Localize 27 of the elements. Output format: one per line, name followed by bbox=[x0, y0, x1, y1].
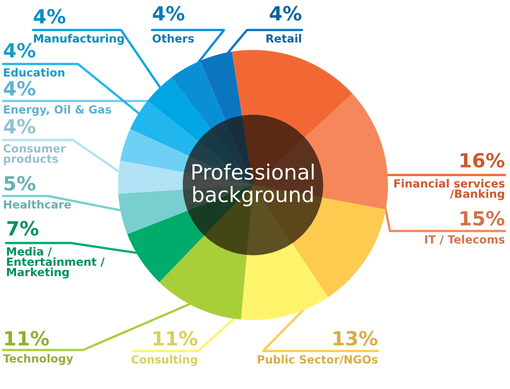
slice-label: Financial services /Banking bbox=[394, 179, 504, 200]
data-label: 5% bbox=[4, 176, 36, 191]
slice-label: Media / Entertainment / Marketing bbox=[7, 247, 105, 279]
slice-label: Technology bbox=[3, 354, 74, 365]
slice-label: Education bbox=[4, 68, 64, 77]
slice-label: Manufacturing bbox=[34, 34, 124, 45]
data-label: 13% bbox=[334, 330, 378, 346]
data-label: 4% bbox=[152, 6, 184, 21]
data-label: 4% bbox=[4, 42, 36, 58]
data-label: 16% bbox=[460, 152, 504, 168]
text: Professional background bbox=[192, 164, 314, 206]
slice-label: Consumer products bbox=[4, 144, 66, 166]
data-label: 4% bbox=[4, 118, 36, 134]
data-label: 7% bbox=[7, 220, 38, 236]
slice-label: Others bbox=[152, 34, 194, 43]
data-label: 11% bbox=[154, 330, 198, 346]
slice-label: Retail bbox=[266, 34, 302, 43]
data-label: 4% bbox=[4, 80, 36, 96]
slice-label: Consulting bbox=[132, 355, 198, 366]
data-label: 4% bbox=[34, 8, 66, 24]
slice-label: IT / Telecoms bbox=[425, 235, 504, 244]
slice-label: Public Sector/NGOs bbox=[258, 355, 378, 364]
slice-label: Healthcare bbox=[4, 200, 71, 209]
data-label: 4% bbox=[270, 6, 302, 21]
data-label: 15% bbox=[460, 210, 504, 226]
slice-label: Energy, Oil & Gas bbox=[4, 105, 112, 116]
data-label: 11% bbox=[5, 330, 49, 346]
